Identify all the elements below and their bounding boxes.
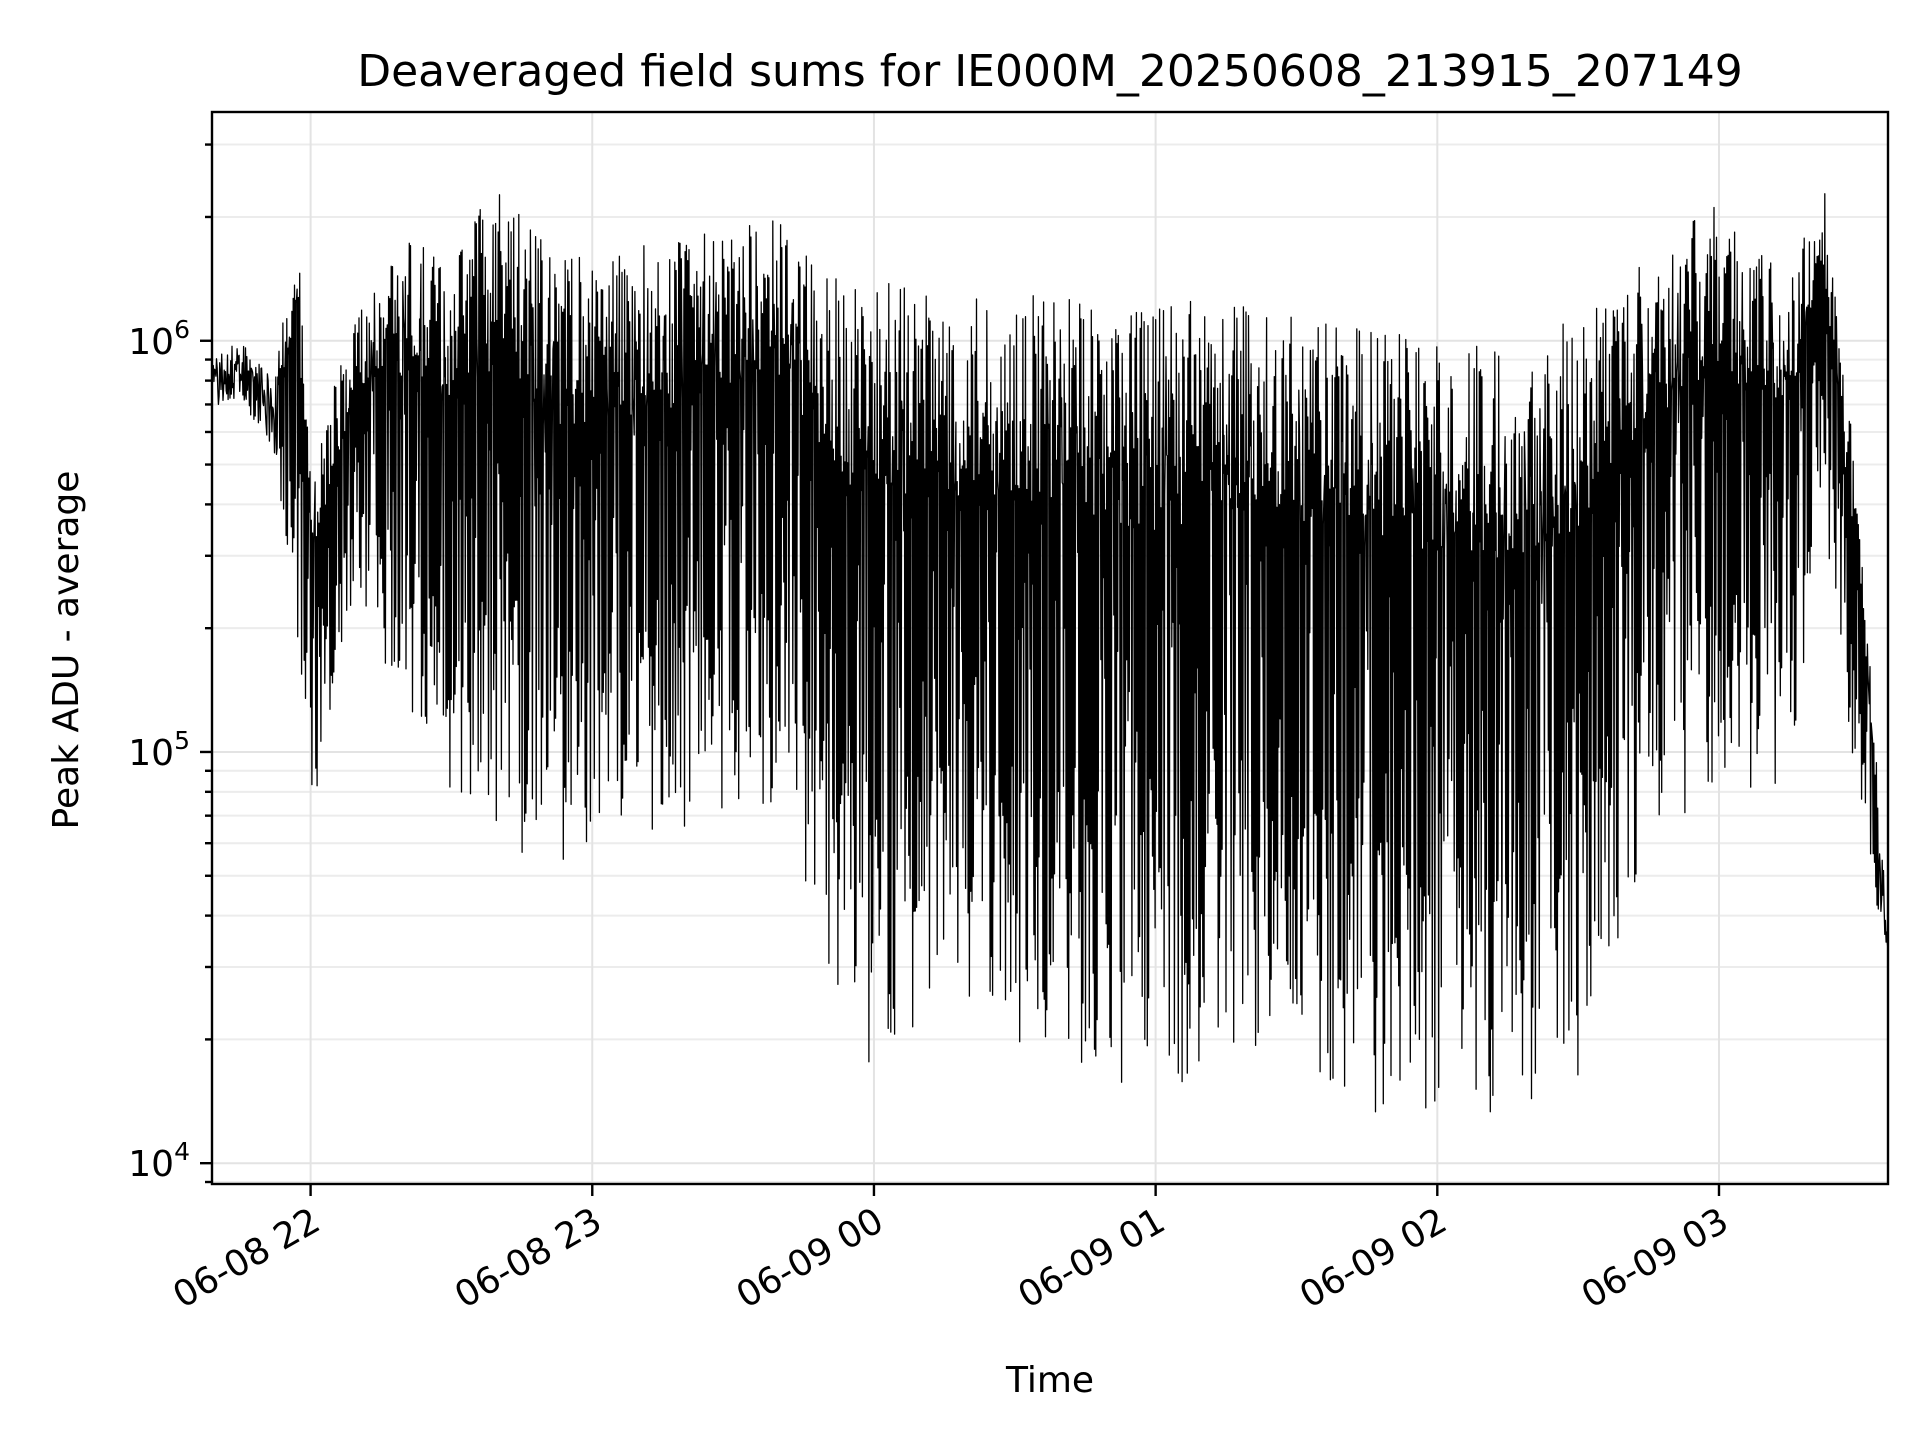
y-tick-label: 105 (128, 726, 190, 774)
y-tick-label-base: 10 (128, 733, 174, 774)
y-axis-label: Peak ADU - average (46, 471, 87, 830)
y-tick-label-exponent: 6 (174, 315, 190, 344)
x-axis-label: Time (1005, 1360, 1094, 1401)
y-tick-label-exponent: 4 (174, 1137, 190, 1166)
y-tick-label: 106 (128, 315, 190, 363)
y-tick-label-base: 10 (128, 1144, 174, 1185)
y-tick-label-base: 10 (128, 322, 174, 363)
series-layer (211, 193, 1889, 1113)
chart-title: Deaveraged field sums for IE000M_2025060… (357, 46, 1743, 97)
y-tick-label: 104 (128, 1137, 190, 1185)
y-tick-label-exponent: 5 (174, 726, 190, 755)
plot-frame (210, 110, 1890, 1186)
series-line (211, 193, 1889, 1113)
